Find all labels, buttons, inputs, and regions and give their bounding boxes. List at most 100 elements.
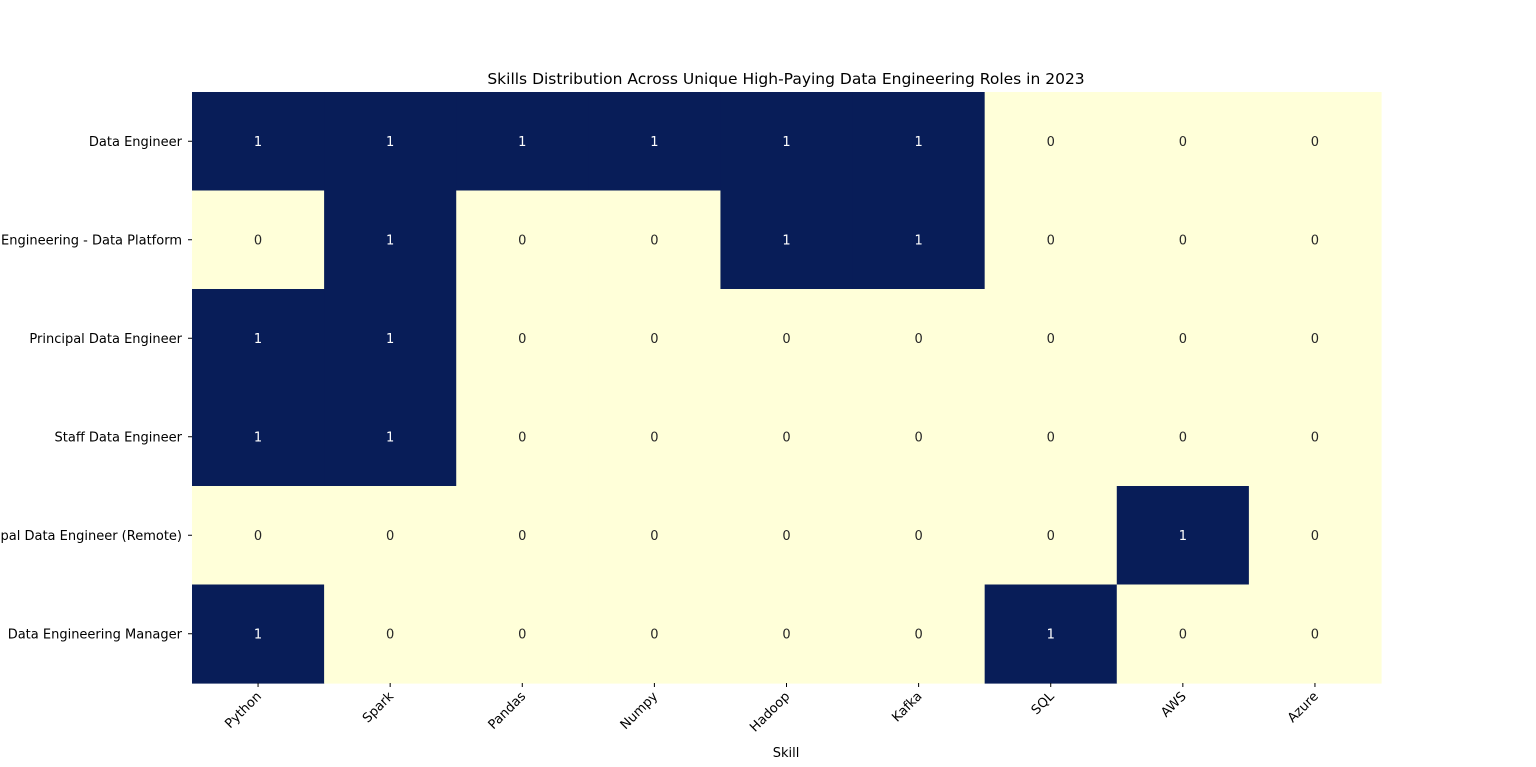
cell-value-label: 0 [1047,529,1055,544]
cell-value-label: 0 [1311,233,1319,248]
heatmap-cell [324,92,457,192]
cell-value-label: 0 [914,627,922,642]
y-tick-label: Director of Engineering - Data Platform [0,233,182,248]
cell-value-label: 1 [1047,627,1055,642]
cell-value-label: 0 [1311,332,1319,347]
heatmap-cell [324,190,457,290]
heatmap-cell [1248,190,1382,290]
heatmap-cell [456,486,589,586]
heatmap-cell [192,584,325,684]
x-tick-label: Numpy [618,689,662,733]
heatmap-cell [1248,387,1382,487]
heatmap-cell [192,190,325,290]
x-tick-label: SQL [1029,689,1058,718]
heatmap-cell [192,289,325,389]
heatmap-cells: 1 1 1 1 1 1 0 0 0 0 1 0 0 1 1 0 0 0 1 1 0 0 0 0 0 0 0 1 1 0 0 0 0 0 0 0 0 0 0 0… [192,92,1382,684]
heatmap-cell [1116,289,1250,389]
cell-value-label: 0 [650,627,658,642]
x-tick-label: AWS [1158,689,1189,720]
cell-value-label: 1 [386,332,394,347]
heatmap-cell [192,387,325,487]
cell-value-label: 0 [386,529,394,544]
cell-value-label: 1 [254,332,262,347]
heatmap-cell [720,387,854,487]
cell-value-label: 0 [1047,332,1055,347]
x-tick-label: Python [222,689,264,731]
heatmap-cell [1248,92,1382,192]
cell-value-label: 0 [1311,135,1319,150]
cell-value-label: 1 [914,135,922,150]
cell-value-label: 0 [782,529,790,544]
heatmap-cell [984,584,1118,684]
x-tick-labels: Python Spark Pandas Numpy Hadoop Kafka SQL AWS A… [222,683,1322,735]
heatmap-cell [852,387,986,487]
heatmap-cell [1248,289,1382,389]
cell-value-label: 0 [914,529,922,544]
heatmap-cell [324,584,457,684]
cell-value-label: 0 [1179,332,1187,347]
cell-value-label: 0 [1047,135,1055,150]
cell-value-label: 0 [1179,135,1187,150]
heatmap-cell [984,289,1118,389]
heatmap-cell [1116,486,1250,586]
y-tick-label: Principal Data Engineer (Remote) [0,529,182,544]
cell-value-label: 1 [650,135,658,150]
cell-value-label: 0 [1311,430,1319,445]
cell-value-label: 0 [1179,233,1187,248]
cell-value-label: 0 [518,233,526,248]
cell-value-label: 0 [650,529,658,544]
cell-value-label: 1 [386,430,394,445]
y-tick-label: Data Engineering Manager [8,627,183,642]
x-axis-label: Skill [773,746,800,761]
heatmap-cell [852,486,986,586]
heatmap-cell [852,584,986,684]
cell-value-label: 0 [782,332,790,347]
cell-value-label: 0 [518,529,526,544]
heatmap-cell [192,92,325,192]
cell-value-label: 0 [650,332,658,347]
heatmap-cell [192,486,325,586]
heatmap-cell [456,584,589,684]
cell-value-label: 0 [1047,233,1055,248]
heatmap-cell [1116,584,1250,684]
cell-value-label: 1 [518,135,526,150]
cell-value-label: 0 [782,430,790,445]
heatmap-cell [324,486,457,586]
heatmap-cell [1116,92,1250,192]
heatmap-cell [720,289,854,389]
cell-value-label: 1 [386,135,394,150]
cell-value-label: 1 [782,135,790,150]
cell-value-label: 0 [650,233,658,248]
heatmap-cell [456,289,589,389]
cell-value-label: 1 [254,627,262,642]
heatmap-cell [984,92,1118,192]
cell-value-label: 0 [1311,627,1319,642]
heatmap-cell [324,387,457,487]
cell-value-label: 1 [914,233,922,248]
heatmap-cell [456,387,589,487]
heatmap-cell [588,584,722,684]
heatmap-cell [720,486,854,586]
heatmap-cell [324,289,457,389]
cell-value-label: 0 [386,627,394,642]
chart-title: Skills Distribution Across Unique High-P… [487,70,1084,88]
y-tick-label: Principal Data Engineer [29,332,182,347]
heatmap-cell [720,190,854,290]
heatmap-cell [588,387,722,487]
heatmap-cell [456,190,589,290]
heatmap-cell [1116,190,1250,290]
cell-value-label: 1 [254,135,262,150]
cell-value-label: 0 [782,627,790,642]
x-tick-label: Hadoop [747,689,793,735]
heatmap-cell [588,486,722,586]
heatmap-cell [852,190,986,290]
heatmap-cell [588,92,722,192]
heatmap-cell [720,584,854,684]
cell-value-label: 0 [1179,627,1187,642]
heatmap-cell [1248,584,1382,684]
cell-value-label: 0 [1047,430,1055,445]
y-tick-labels: Data Engineer Director of Engineering - D… [0,135,192,642]
heatmap-cell [852,92,986,192]
cell-value-label: 0 [650,430,658,445]
